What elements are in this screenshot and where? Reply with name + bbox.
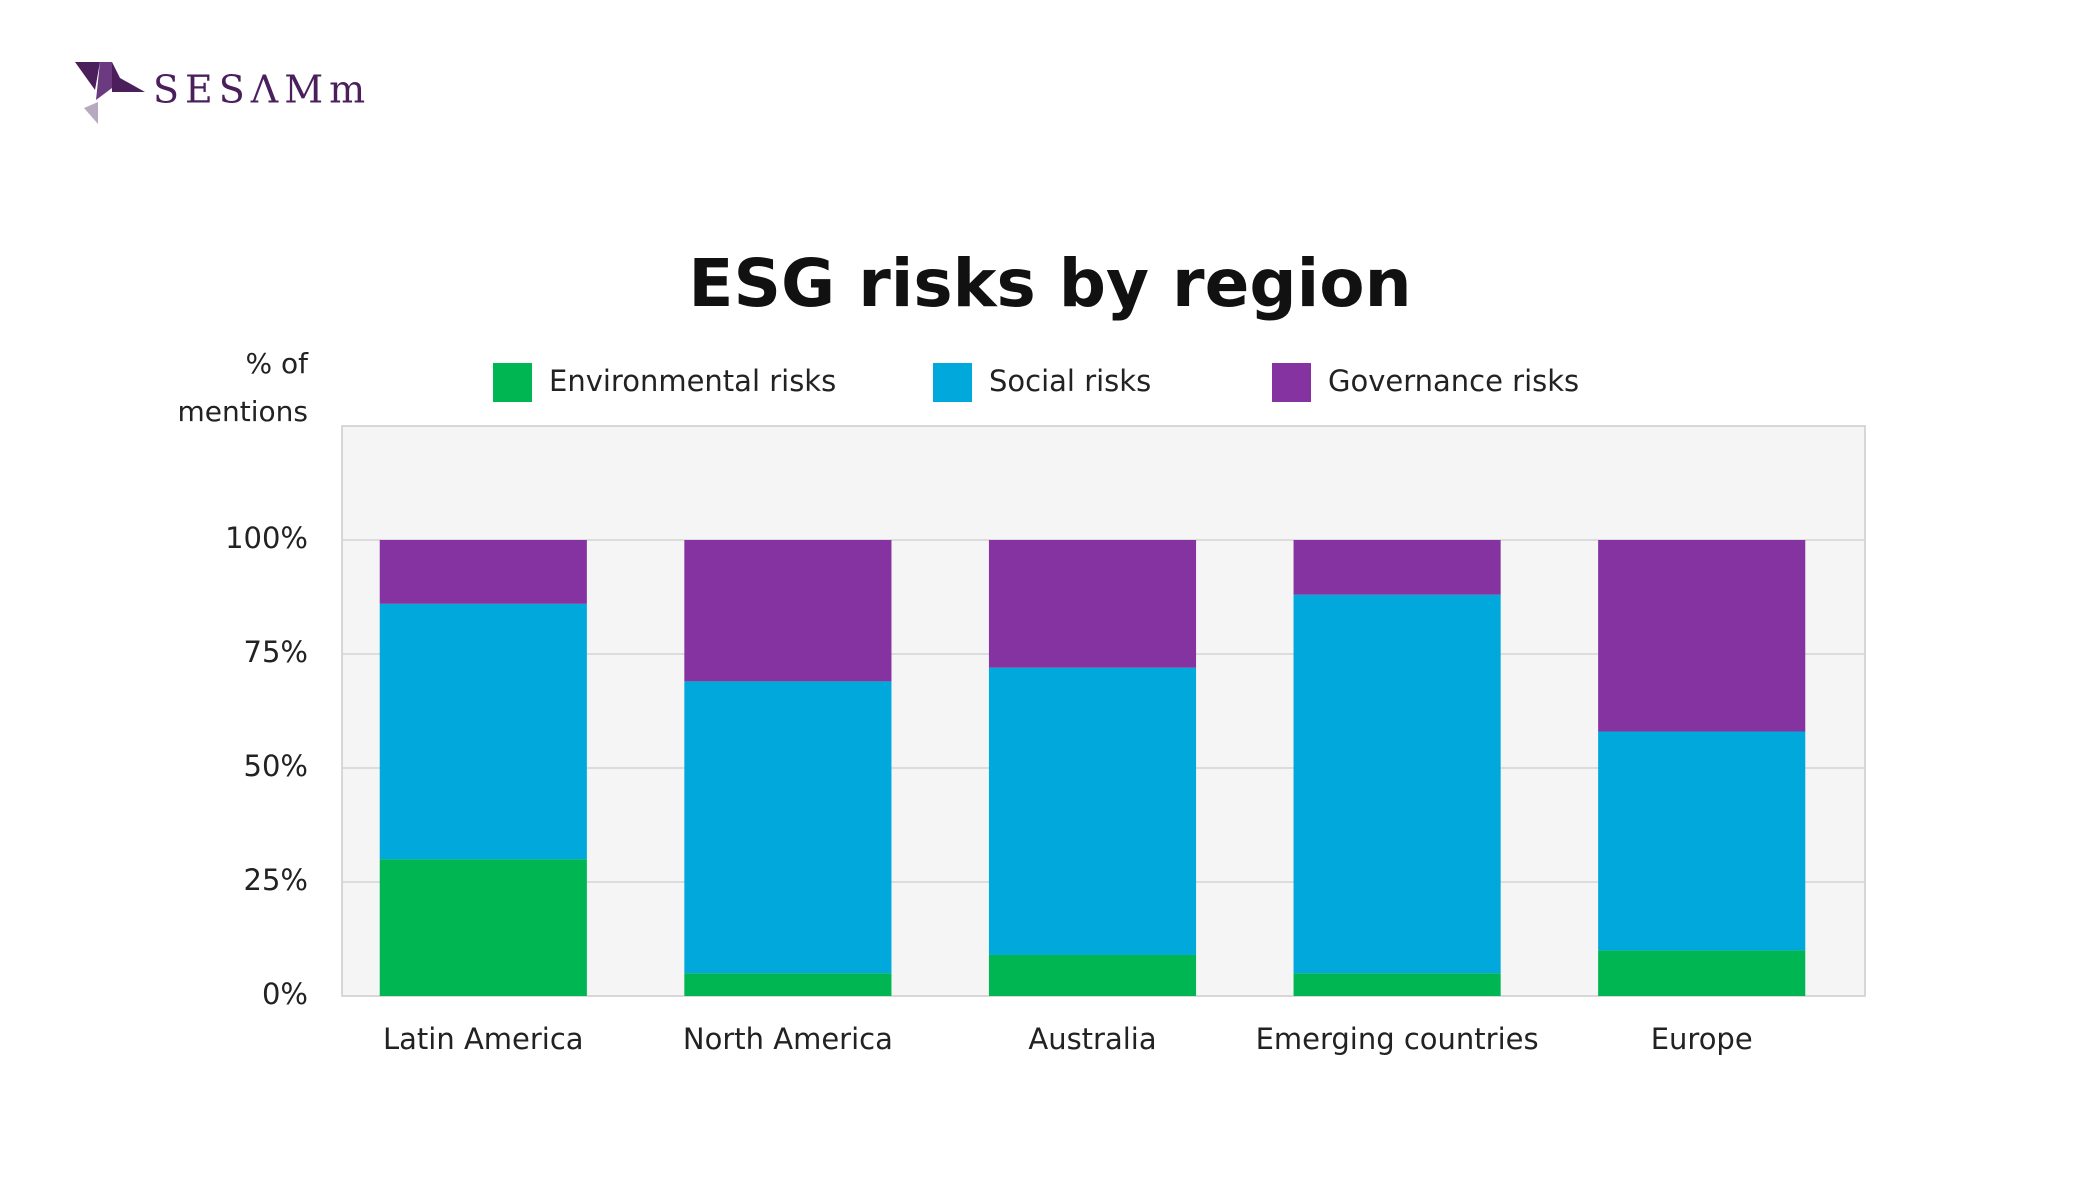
legend-swatch (933, 363, 972, 402)
logo-icon (75, 62, 145, 124)
legend-label: Environmental risks (549, 364, 836, 398)
bar-segment (379, 859, 587, 996)
bar-segment (1293, 973, 1501, 996)
chart-title: ESG risks by region (688, 245, 1411, 322)
x-tick-label: Emerging countries (1256, 1022, 1539, 1056)
legend-swatch (493, 363, 532, 402)
y-tick-label: 25% (244, 863, 308, 897)
y-axis-label: % of mentions (177, 347, 308, 428)
legend-label: Governance risks (1328, 364, 1579, 398)
legend-label: Social risks (989, 364, 1151, 398)
y-tick-label: 0% (262, 977, 308, 1011)
x-tick-label: Australia (1028, 1022, 1156, 1056)
x-tick-label: Latin America (383, 1022, 584, 1056)
y-tick-label: 75% (244, 635, 308, 669)
bar-segment (1598, 950, 1806, 996)
bar-segment (684, 973, 892, 996)
y-tick-label: 100% (225, 521, 308, 555)
x-tick-label: Europe (1651, 1022, 1753, 1056)
x-tick-label: North America (683, 1022, 893, 1056)
bar-segment (379, 540, 587, 604)
y-tick-label: 50% (244, 749, 308, 783)
legend-swatch (1272, 363, 1311, 402)
bar-segment (1598, 731, 1806, 951)
bar-segment (1293, 594, 1501, 974)
bar-segment (684, 540, 892, 682)
bar-segment (988, 667, 1197, 955)
bar-segment (988, 954, 1197, 996)
logo-text: SESΛMm (153, 68, 371, 112)
bar-segment (379, 603, 587, 860)
bar-segment (1598, 540, 1806, 732)
bar-segment (988, 540, 1197, 668)
bar-segment (684, 681, 892, 974)
bar-segment (1293, 540, 1501, 595)
